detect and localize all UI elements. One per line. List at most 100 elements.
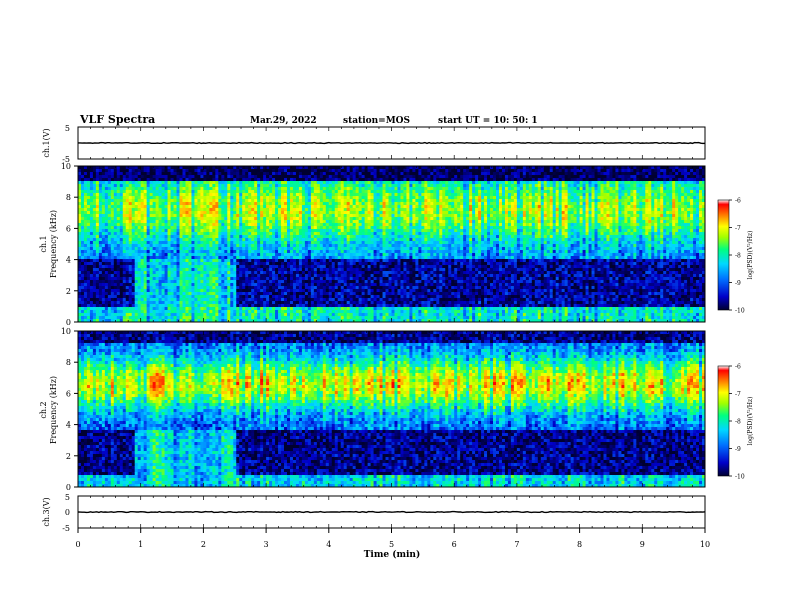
spectrogram-cell [108,181,111,184]
spectrogram-cell [135,271,138,274]
spectrogram-cell [99,226,102,229]
spectrogram-cell [135,166,138,169]
spectrogram-cell [171,178,174,181]
spectrogram-cell [90,193,93,196]
spectrogram-cell [144,187,147,190]
spectrogram-cell [138,277,141,280]
spectrogram-cell [102,208,105,211]
spectrogram-cell [138,235,141,238]
spectrogram-cell [120,211,123,214]
spectrogram-cell [87,310,90,313]
spectrogram-cell [90,310,93,313]
spectrogram-cell [78,226,81,229]
spectrogram-cell [138,250,141,253]
spectrogram-cell [141,298,144,301]
spectrogram-cell [126,265,129,268]
spectrogram-cell [156,214,159,217]
spectrogram-cell [156,217,159,220]
spectrogram-cell [165,232,168,235]
spectrogram-cell [141,220,144,223]
spectrogram-cell [81,193,84,196]
spectrogram-cell [135,184,138,187]
spectrogram-cell [129,292,132,295]
spectrogram-cell [171,220,174,223]
spectrogram-cell [105,265,108,268]
spectrogram-cell [165,202,168,205]
spectrogram-cell [123,253,126,256]
spectrogram-cell [165,241,168,244]
spectrogram-cell [156,199,159,202]
spectrogram-cell [168,187,171,190]
spectrogram-cell [117,172,120,175]
spectrogram-cell [156,277,159,280]
spectrogram-cell [102,256,105,259]
spectrogram-cell [123,178,126,181]
spectrogram-cell [87,259,90,262]
spectrogram-cell [141,253,144,256]
spectrogram-cell [78,316,81,319]
spectrogram-cell [114,307,117,310]
spectrogram-cell [153,268,156,271]
spectrogram-cell [144,256,147,259]
spectrogram-cell [144,199,147,202]
spectrogram-cell [96,259,99,262]
spectrogram-cell [108,295,111,298]
spectrogram-cell [87,250,90,253]
spectrogram-cell [105,286,108,289]
spectrogram-cell [114,202,117,205]
spectrogram-cell [174,244,177,247]
spectrogram-cell [120,244,123,247]
spectrogram-cell [147,313,150,316]
spectrogram-cell [171,223,174,226]
spectrogram-cell [96,181,99,184]
spectrogram-cell [174,175,177,178]
spectrogram-cell [132,271,135,274]
spectrogram-cell [90,229,93,232]
spectrogram-cell [135,274,138,277]
spectrogram-cell [105,292,108,295]
spectrogram-cell [78,187,81,190]
spectrogram-cell [159,292,162,295]
spectrogram-cell [171,241,174,244]
spectrogram-cell [117,316,120,319]
spectrogram-cell [171,265,174,268]
spectrogram-cell [150,232,153,235]
spectrogram-cell [162,172,165,175]
spectrogram-cell [138,208,141,211]
spectrogram-cell [102,211,105,214]
spectrogram-cell [102,181,105,184]
spectrogram-cell [96,292,99,295]
spectrogram-cell [153,217,156,220]
spectrogram-cell [156,196,159,199]
spectrogram-cell [150,181,153,184]
spectrogram-cell [126,274,129,277]
spectrogram-cell [96,268,99,271]
spectrogram-cell [162,241,165,244]
spectrogram-cell [168,274,171,277]
spectrogram-cell [129,280,132,283]
spectrogram-cell [168,235,171,238]
spectrogram-cell [90,187,93,190]
spectrogram-cell [165,172,168,175]
spectrogram-cell [111,271,114,274]
spectrogram-cell [111,247,114,250]
spectrogram-cell [84,178,87,181]
spectrogram-cell [102,250,105,253]
spectrogram-cell [102,196,105,199]
spectrogram-cell [171,184,174,187]
spectrogram-cell [162,271,165,274]
spectrogram-cell [87,295,90,298]
spectrogram-cell [132,232,135,235]
spectrogram-cell [105,289,108,292]
spectrogram-cell [165,166,168,169]
spectrogram-cell [156,280,159,283]
spectrogram-cell [138,280,141,283]
spectrogram-cell [153,220,156,223]
spectrogram-cell [84,169,87,172]
spectrogram-cell [93,223,96,226]
spectrogram-cell [90,265,93,268]
spectrogram-cell [162,250,165,253]
spectrogram-cell [99,247,102,250]
spectrogram-cell [126,304,129,307]
spectrogram-cell [132,178,135,181]
